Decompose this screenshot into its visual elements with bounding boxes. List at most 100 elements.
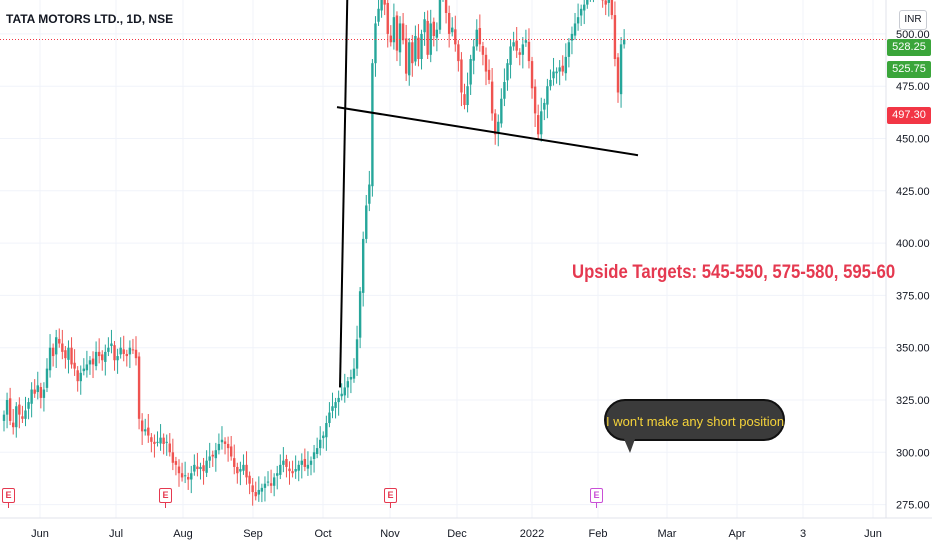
candle-body [67,347,70,360]
candle-body [432,21,435,36]
candle-body [12,422,15,428]
candle-body [558,67,561,72]
candle-body [389,35,393,43]
candle-body [187,476,190,480]
candle-body [116,356,119,361]
price-axis[interactable]: 250.00275.00300.00325.00350.00375.00400.… [896,0,930,550]
candle-body [150,437,153,442]
candle-body [94,351,98,367]
candle-body [561,65,564,72]
candle-body [438,0,442,30]
candle-body [42,389,46,398]
candle-body [2,414,6,421]
time-axis[interactable]: Jun Jul Aug Sep Oct Nov Dec 2022 Feb Mar Apr 3 Jun [31,528,882,540]
candle-body [411,42,414,64]
candle-body [131,349,135,351]
earnings-marker-upcoming[interactable]: E [590,488,603,503]
candle-body [180,473,184,478]
candle-body [463,94,466,106]
candle-body [36,385,39,393]
earnings-marker-stem [8,502,9,508]
earnings-marker-1[interactable]: E [2,488,15,503]
time-tick-label: Mar [658,528,677,540]
candle-body [88,360,92,365]
candle-body [371,63,374,187]
candle-body [564,56,568,74]
candle-body [128,347,132,355]
candle-body [162,437,165,444]
resistance-upper-price-tag: 528.25 [887,39,931,56]
candle-body [325,423,328,438]
candle-body [58,338,61,344]
candle-body [579,8,583,16]
candle-body [352,368,356,379]
candle-body [570,33,574,41]
candle-body [285,458,288,467]
callout-bubble[interactable]: I won't make any short position [604,399,785,441]
trendline-drawings[interactable] [336,0,886,388]
candle-body [567,42,571,57]
candle-body [417,37,420,60]
candle-body [346,381,350,388]
earnings-marker-3[interactable]: E [384,488,397,503]
candle-body [497,121,500,133]
candle-body [619,44,623,95]
flagpole-line[interactable] [339,0,349,388]
candle-body [140,420,144,432]
candle-body [297,464,300,471]
candle-body [469,59,472,85]
resistance-lower-price-tag: 525.75 [887,61,931,78]
candle-body [122,349,125,354]
candle-body [334,402,337,408]
candle-body [8,398,12,421]
candle-body [242,464,245,471]
candle-body [613,15,617,60]
candle-body [466,86,469,106]
candle-body [616,57,620,93]
candle-body [205,460,208,473]
candle-body [104,351,107,362]
earnings-marker-2[interactable]: E [159,488,172,503]
candle-body [454,29,457,45]
candle-body [380,0,383,11]
candle-body [506,63,509,81]
candle-body [91,358,95,365]
price-tick-label: 275.00 [896,500,930,512]
candle-body [583,4,586,11]
candle-body [156,441,159,443]
price-tick-label: 300.00 [896,447,930,459]
candle-body [429,23,432,55]
price-tick-label: 500.00 [896,29,930,41]
candle-body [573,23,577,36]
time-tick-label: Apr [728,528,745,540]
candle-body [233,458,236,467]
candle-body [125,353,128,357]
candle-body [610,0,614,16]
candle-body [113,345,116,361]
grid-lines [0,0,886,518]
time-tick-label: 2022 [520,528,544,540]
candle-body [358,291,362,338]
candle-body [309,460,313,465]
candle-body [444,0,448,13]
candle-body [15,406,18,428]
candle-body [349,376,353,380]
candle-body [533,86,537,114]
candle-body [226,443,230,449]
candle-body [540,111,543,135]
candle-body [543,102,546,110]
candle-body [134,349,138,359]
candle-body [457,44,460,62]
candle-body [263,483,267,488]
candle-body [199,466,202,470]
currency-button[interactable]: INR [899,10,927,30]
candle-body [159,437,162,444]
earnings-marker-stem [390,502,391,508]
candle-body [251,485,254,493]
lower-channel-line[interactable] [336,106,639,157]
candle-body [475,29,478,47]
candle-body [386,2,389,34]
candle-body [420,33,423,60]
upside-targets-annotation[interactable]: Upside Targets: 545-550, 575-580, 595-60 [572,262,896,283]
